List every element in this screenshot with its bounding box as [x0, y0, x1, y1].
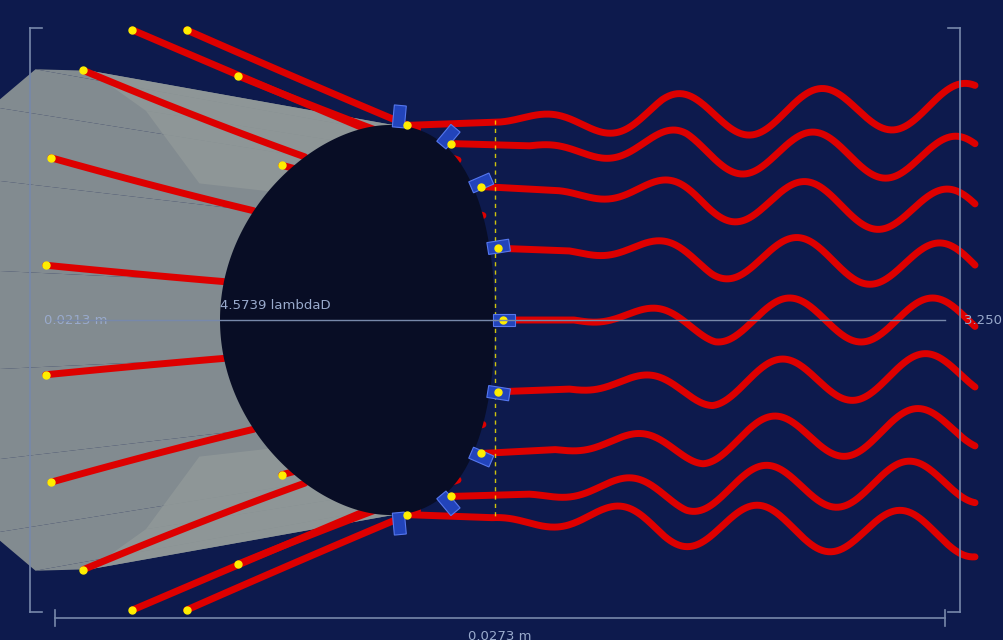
Polygon shape — [35, 511, 417, 571]
Polygon shape — [436, 124, 459, 149]
Polygon shape — [0, 69, 363, 157]
Polygon shape — [0, 429, 305, 533]
Polygon shape — [35, 69, 417, 129]
Polygon shape — [145, 111, 482, 216]
Text: 4.5739 lambdaD: 4.5739 lambdaD — [220, 299, 330, 312]
Text: 0.0213 m: 0.0213 m — [44, 314, 107, 326]
Polygon shape — [468, 173, 493, 193]
Polygon shape — [392, 512, 406, 535]
Polygon shape — [486, 385, 510, 401]
Polygon shape — [492, 314, 515, 326]
Polygon shape — [486, 239, 510, 255]
Polygon shape — [0, 483, 363, 571]
Polygon shape — [145, 424, 482, 529]
Polygon shape — [89, 71, 457, 160]
Polygon shape — [0, 177, 254, 282]
Polygon shape — [468, 447, 493, 467]
Polygon shape — [392, 105, 406, 128]
Text: 3.2502 lambdaD: 3.2502 lambdaD — [963, 314, 1003, 326]
Polygon shape — [89, 480, 457, 569]
Polygon shape — [0, 107, 305, 211]
Polygon shape — [436, 491, 459, 516]
Polygon shape — [220, 125, 494, 515]
Polygon shape — [0, 270, 224, 370]
Text: 0.0273 m: 0.0273 m — [467, 630, 532, 640]
Polygon shape — [0, 358, 254, 463]
